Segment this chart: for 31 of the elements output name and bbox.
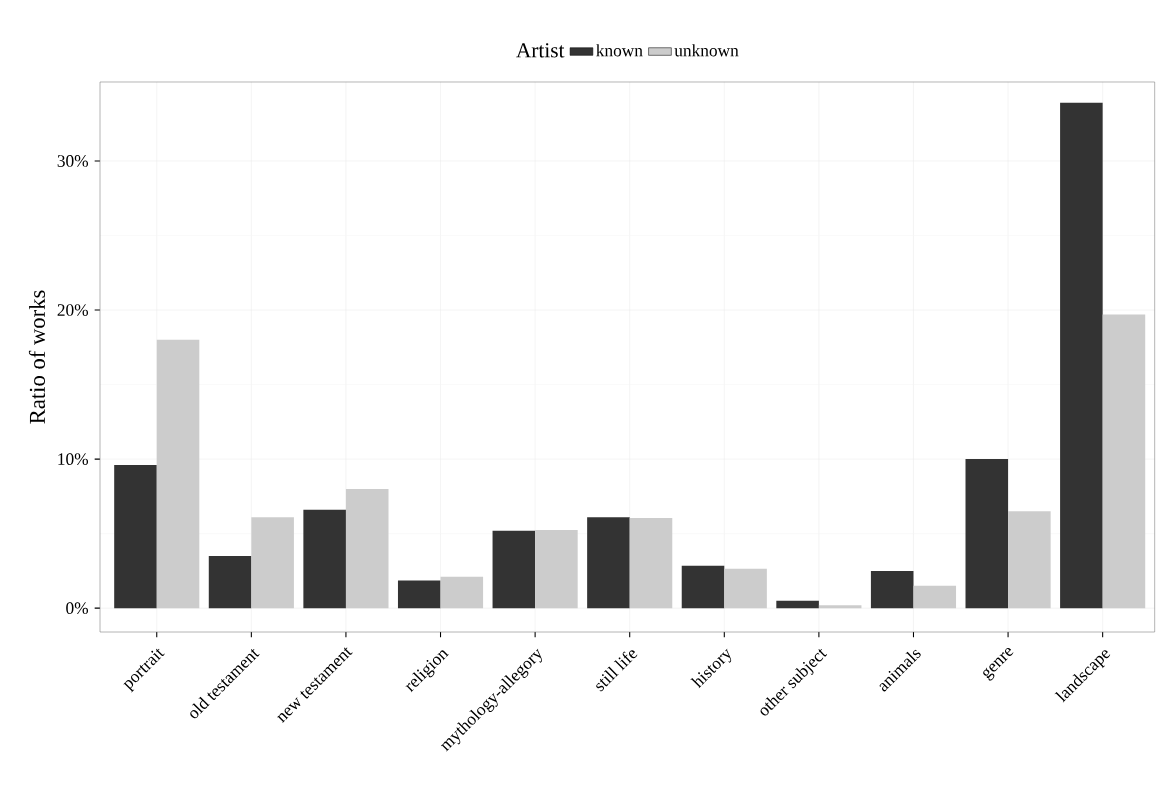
bar xyxy=(965,459,1009,609)
bar xyxy=(776,600,819,609)
bar xyxy=(114,465,157,609)
bar xyxy=(724,568,767,609)
bar xyxy=(818,605,862,609)
x-tick-label: still life xyxy=(596,650,638,692)
legend-title: Artist xyxy=(516,43,565,58)
legend-label: known xyxy=(596,44,643,57)
bar xyxy=(681,565,725,609)
bar xyxy=(208,555,252,609)
bar xyxy=(440,576,484,609)
y-tick-label: 20% xyxy=(57,304,89,316)
bar xyxy=(1008,511,1051,609)
y-tick-label: 0% xyxy=(66,602,89,615)
bar xyxy=(913,585,957,609)
bar xyxy=(303,509,346,609)
y-tick-label: 30% xyxy=(57,155,89,167)
bar xyxy=(1102,314,1146,609)
bar xyxy=(587,517,630,609)
legend-label: unknown xyxy=(674,44,739,57)
bar xyxy=(345,488,389,609)
y-tick-label: 10% xyxy=(58,453,89,465)
bar xyxy=(535,529,578,609)
bar xyxy=(251,517,294,609)
bar xyxy=(629,517,673,609)
bar xyxy=(492,530,536,609)
bar xyxy=(397,580,441,609)
bar xyxy=(1060,102,1103,609)
bar xyxy=(870,570,914,609)
y-axis-title: Ratio of works xyxy=(28,290,46,424)
bar xyxy=(156,339,200,609)
